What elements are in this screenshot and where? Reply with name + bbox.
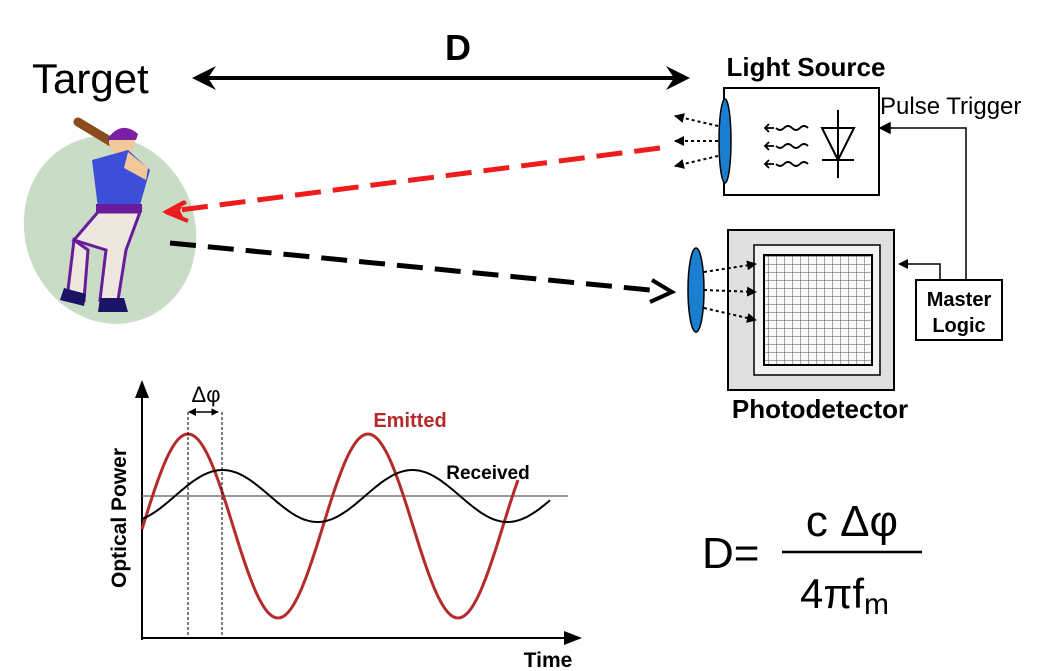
x-axis-label: Time	[524, 649, 573, 671]
master-logic-box	[898, 259, 1003, 341]
phase-label: Δφ	[192, 382, 221, 407]
photodetector-lens	[687, 247, 705, 333]
pulse-trigger-line	[878, 121, 967, 280]
target-batter-illustration	[23, 117, 197, 324]
y-axis-label: Optical Power	[108, 448, 131, 588]
distance-equation: D= c Δφ 4πfm	[702, 497, 922, 621]
distance-arrow	[192, 66, 690, 90]
target-label: Target	[32, 55, 149, 102]
received-waveform	[141, 469, 551, 523]
equation-denominator: 4πfm	[800, 570, 889, 621]
light-source-lens	[718, 98, 732, 184]
emitted-waveform	[140, 432, 520, 620]
master-logic-label-1: Master	[927, 289, 992, 311]
photodetector-label: Photodetector	[732, 394, 908, 424]
pulse-trigger-label: Pulse Trigger	[880, 93, 1021, 120]
equation-numerator: c Δφ	[806, 497, 898, 546]
emitted-label: Emitted	[373, 410, 446, 432]
outgoing-beam	[162, 145, 661, 223]
laser-diode-icon	[820, 110, 856, 178]
light-source-label: Light Source	[727, 52, 886, 82]
photodetector-box	[687, 229, 895, 391]
waveform-chart	[135, 380, 582, 645]
emission-waves-icon	[763, 123, 809, 169]
master-logic-label-2: Logic	[932, 315, 985, 337]
equation-lhs: D=	[702, 529, 759, 578]
received-label: Received	[446, 463, 529, 484]
distance-label: D	[445, 27, 471, 68]
light-source-box	[674, 87, 880, 196]
return-beam	[169, 240, 677, 304]
